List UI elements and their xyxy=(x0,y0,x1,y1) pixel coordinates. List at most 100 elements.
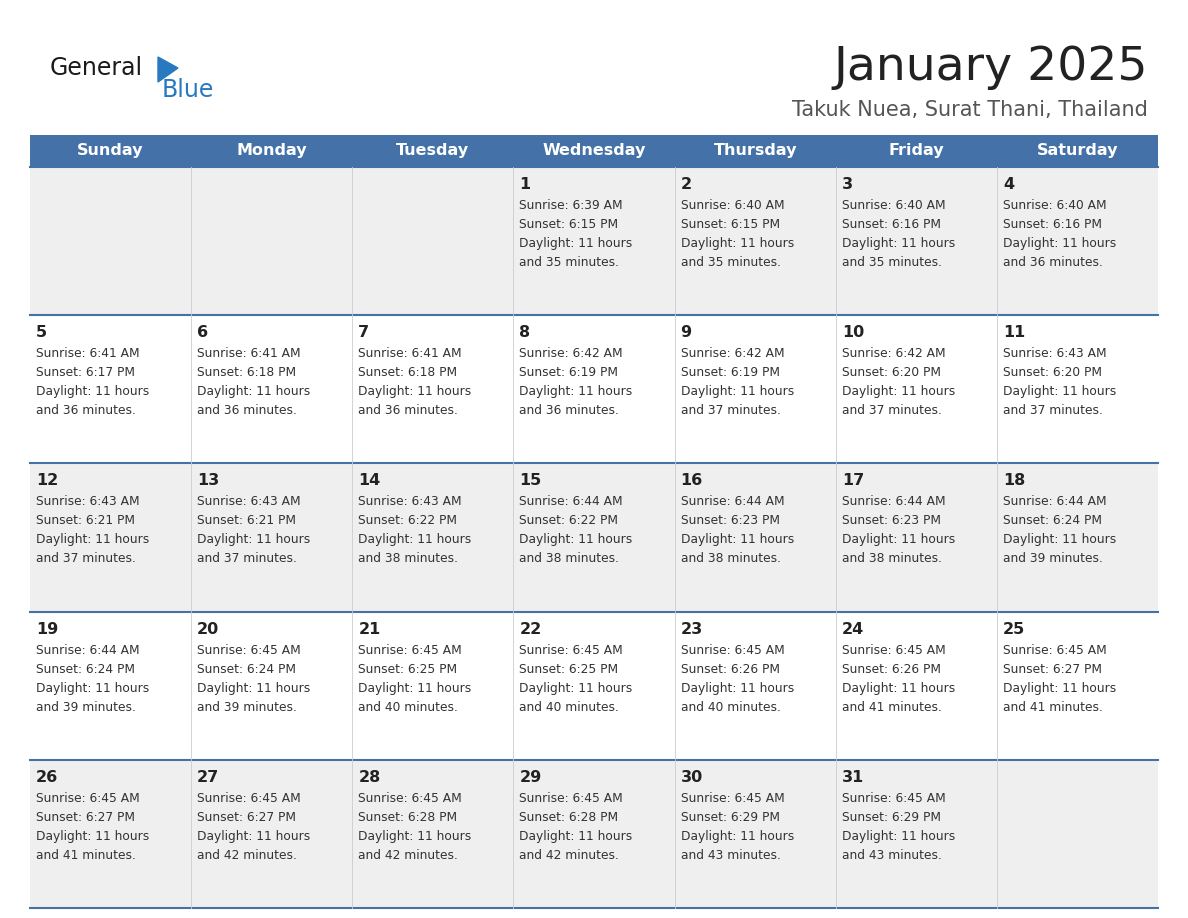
Text: 16: 16 xyxy=(681,474,703,488)
Text: 30: 30 xyxy=(681,770,703,785)
Text: General: General xyxy=(50,56,143,80)
Bar xyxy=(191,135,353,167)
Text: and 40 minutes.: and 40 minutes. xyxy=(519,700,619,713)
Text: Sunrise: 6:45 AM: Sunrise: 6:45 AM xyxy=(197,792,301,805)
Bar xyxy=(30,760,1158,908)
Text: 21: 21 xyxy=(359,621,380,636)
Text: Sunrise: 6:43 AM: Sunrise: 6:43 AM xyxy=(1003,347,1106,360)
Text: 4: 4 xyxy=(1003,177,1015,192)
Text: Sunrise: 6:41 AM: Sunrise: 6:41 AM xyxy=(36,347,140,360)
Text: Daylight: 11 hours: Daylight: 11 hours xyxy=(681,237,794,250)
Text: Sunset: 6:22 PM: Sunset: 6:22 PM xyxy=(519,514,619,528)
Text: Sunday: Sunday xyxy=(77,143,144,159)
Text: Sunrise: 6:40 AM: Sunrise: 6:40 AM xyxy=(681,199,784,212)
Text: Sunrise: 6:45 AM: Sunrise: 6:45 AM xyxy=(36,792,140,805)
Text: Sunrise: 6:45 AM: Sunrise: 6:45 AM xyxy=(681,792,784,805)
Text: 12: 12 xyxy=(36,474,58,488)
Text: 31: 31 xyxy=(842,770,864,785)
Text: Saturday: Saturday xyxy=(1037,143,1118,159)
Text: Wednesday: Wednesday xyxy=(542,143,646,159)
Text: Sunrise: 6:43 AM: Sunrise: 6:43 AM xyxy=(197,496,301,509)
Text: and 37 minutes.: and 37 minutes. xyxy=(197,553,297,565)
Text: Daylight: 11 hours: Daylight: 11 hours xyxy=(197,681,310,695)
Text: Sunset: 6:25 PM: Sunset: 6:25 PM xyxy=(519,663,619,676)
Text: Daylight: 11 hours: Daylight: 11 hours xyxy=(359,830,472,843)
Text: 2: 2 xyxy=(681,177,691,192)
Text: 14: 14 xyxy=(359,474,380,488)
Bar xyxy=(30,611,1158,760)
Text: 1: 1 xyxy=(519,177,531,192)
Polygon shape xyxy=(158,57,178,82)
Text: and 43 minutes.: and 43 minutes. xyxy=(681,849,781,862)
Text: Daylight: 11 hours: Daylight: 11 hours xyxy=(842,830,955,843)
Text: 18: 18 xyxy=(1003,474,1025,488)
Text: Sunset: 6:16 PM: Sunset: 6:16 PM xyxy=(842,218,941,231)
Text: Sunrise: 6:42 AM: Sunrise: 6:42 AM xyxy=(681,347,784,360)
Text: Sunset: 6:19 PM: Sunset: 6:19 PM xyxy=(681,366,779,379)
Text: 23: 23 xyxy=(681,621,703,636)
Text: Daylight: 11 hours: Daylight: 11 hours xyxy=(36,830,150,843)
Text: Sunrise: 6:45 AM: Sunrise: 6:45 AM xyxy=(359,644,462,656)
Text: and 41 minutes.: and 41 minutes. xyxy=(36,849,135,862)
Text: and 37 minutes.: and 37 minutes. xyxy=(681,404,781,417)
Text: Sunset: 6:18 PM: Sunset: 6:18 PM xyxy=(197,366,296,379)
Text: 9: 9 xyxy=(681,325,691,341)
Text: Sunrise: 6:42 AM: Sunrise: 6:42 AM xyxy=(519,347,623,360)
Text: Sunset: 6:23 PM: Sunset: 6:23 PM xyxy=(842,514,941,528)
Text: Sunrise: 6:45 AM: Sunrise: 6:45 AM xyxy=(842,792,946,805)
Text: 25: 25 xyxy=(1003,621,1025,636)
Text: Daylight: 11 hours: Daylight: 11 hours xyxy=(1003,681,1116,695)
Text: Daylight: 11 hours: Daylight: 11 hours xyxy=(359,681,472,695)
Text: and 37 minutes.: and 37 minutes. xyxy=(842,404,942,417)
Bar xyxy=(30,167,1158,315)
Text: Daylight: 11 hours: Daylight: 11 hours xyxy=(1003,386,1116,398)
Bar xyxy=(835,135,997,167)
Text: Sunset: 6:24 PM: Sunset: 6:24 PM xyxy=(197,663,296,676)
Text: Daylight: 11 hours: Daylight: 11 hours xyxy=(519,386,633,398)
Text: Sunrise: 6:40 AM: Sunrise: 6:40 AM xyxy=(842,199,946,212)
Bar xyxy=(30,315,1158,464)
Text: Sunset: 6:26 PM: Sunset: 6:26 PM xyxy=(681,663,779,676)
Text: Sunset: 6:15 PM: Sunset: 6:15 PM xyxy=(519,218,619,231)
Text: Sunset: 6:19 PM: Sunset: 6:19 PM xyxy=(519,366,619,379)
Text: 13: 13 xyxy=(197,474,220,488)
Text: Blue: Blue xyxy=(162,78,214,102)
Bar xyxy=(30,135,191,167)
Text: Sunset: 6:25 PM: Sunset: 6:25 PM xyxy=(359,663,457,676)
Text: and 42 minutes.: and 42 minutes. xyxy=(359,849,459,862)
Text: and 35 minutes.: and 35 minutes. xyxy=(681,256,781,269)
Text: Daylight: 11 hours: Daylight: 11 hours xyxy=(681,830,794,843)
Text: and 38 minutes.: and 38 minutes. xyxy=(359,553,459,565)
Text: Daylight: 11 hours: Daylight: 11 hours xyxy=(842,681,955,695)
Text: January 2025: January 2025 xyxy=(834,46,1148,91)
Text: Sunrise: 6:41 AM: Sunrise: 6:41 AM xyxy=(197,347,301,360)
Text: and 39 minutes.: and 39 minutes. xyxy=(36,700,135,713)
Text: Sunset: 6:18 PM: Sunset: 6:18 PM xyxy=(359,366,457,379)
Text: Daylight: 11 hours: Daylight: 11 hours xyxy=(681,533,794,546)
Text: Sunrise: 6:40 AM: Sunrise: 6:40 AM xyxy=(1003,199,1106,212)
Text: 11: 11 xyxy=(1003,325,1025,341)
Text: 17: 17 xyxy=(842,474,864,488)
Text: Sunrise: 6:45 AM: Sunrise: 6:45 AM xyxy=(681,644,784,656)
Text: 6: 6 xyxy=(197,325,208,341)
Text: and 40 minutes.: and 40 minutes. xyxy=(359,700,459,713)
Text: Sunrise: 6:39 AM: Sunrise: 6:39 AM xyxy=(519,199,623,212)
Text: Sunrise: 6:44 AM: Sunrise: 6:44 AM xyxy=(519,496,623,509)
Text: Daylight: 11 hours: Daylight: 11 hours xyxy=(197,386,310,398)
Text: Sunrise: 6:41 AM: Sunrise: 6:41 AM xyxy=(359,347,462,360)
Text: Sunset: 6:27 PM: Sunset: 6:27 PM xyxy=(197,811,296,823)
Text: Sunset: 6:21 PM: Sunset: 6:21 PM xyxy=(36,514,135,528)
Text: and 41 minutes.: and 41 minutes. xyxy=(842,700,942,713)
Text: Sunset: 6:28 PM: Sunset: 6:28 PM xyxy=(359,811,457,823)
Text: and 39 minutes.: and 39 minutes. xyxy=(1003,553,1102,565)
Text: Sunrise: 6:45 AM: Sunrise: 6:45 AM xyxy=(359,792,462,805)
Text: and 36 minutes.: and 36 minutes. xyxy=(197,404,297,417)
Text: Sunrise: 6:44 AM: Sunrise: 6:44 AM xyxy=(36,644,140,656)
Text: Sunrise: 6:42 AM: Sunrise: 6:42 AM xyxy=(842,347,946,360)
Text: Sunset: 6:22 PM: Sunset: 6:22 PM xyxy=(359,514,457,528)
Bar xyxy=(997,135,1158,167)
Text: and 37 minutes.: and 37 minutes. xyxy=(36,553,135,565)
Text: Sunset: 6:16 PM: Sunset: 6:16 PM xyxy=(1003,218,1101,231)
Text: Sunset: 6:20 PM: Sunset: 6:20 PM xyxy=(842,366,941,379)
Text: Thursday: Thursday xyxy=(713,143,797,159)
